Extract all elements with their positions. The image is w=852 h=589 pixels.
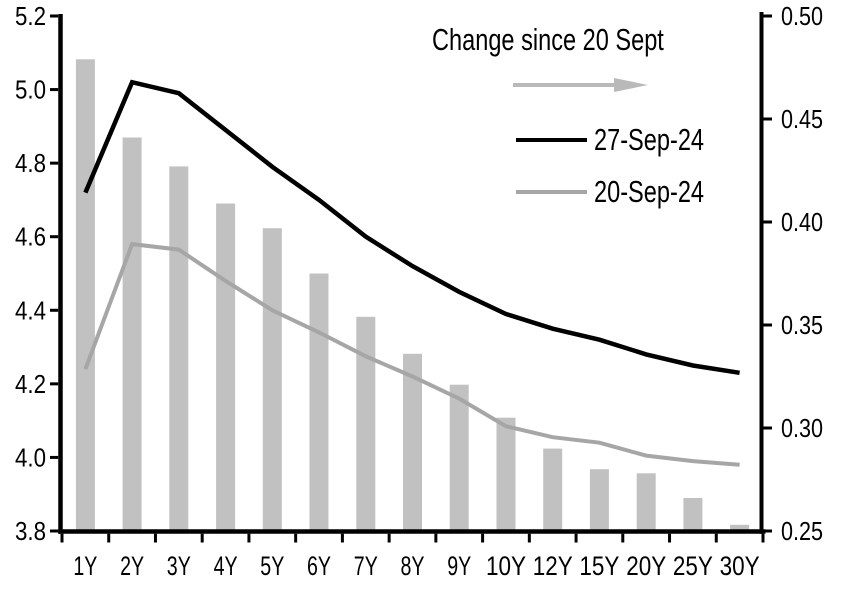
left-axis-label-4.4: 4.4 xyxy=(15,295,46,325)
bar-12Y xyxy=(543,448,563,532)
bar-15Y xyxy=(589,469,609,532)
right-axis-label-0.30: 0.30 xyxy=(781,413,823,443)
line-27-Sep-24 xyxy=(83,79,740,376)
x-axis-label-8Y: 8Y xyxy=(401,551,425,581)
x-axis-label-4Y: 4Y xyxy=(214,551,238,581)
right-axis-label-0.50: 0.50 xyxy=(781,1,823,31)
x-axis-label-3Y: 3Y xyxy=(167,551,191,581)
x-axis-label-15Y: 15Y xyxy=(579,551,619,581)
x-axis-label-10Y: 10Y xyxy=(486,551,526,581)
x-axis-label-2Y: 2Y xyxy=(120,551,144,581)
x-axis-label-20Y: 20Y xyxy=(626,551,666,581)
left-axis-label-4.2: 4.2 xyxy=(15,369,46,399)
x-axis-label-9Y: 9Y xyxy=(447,551,471,581)
left-axis-label-3.8: 3.8 xyxy=(15,516,46,546)
bar-series-change xyxy=(75,59,750,532)
line-20-Sep-24 xyxy=(83,241,740,467)
bar-10Y xyxy=(496,417,516,532)
axes: 5.2 5.0 4.8 4.6 4.4 4.2 4.0 3.8 0.50 0.45 0.40 0.35… xyxy=(15,1,823,581)
left-axis-label-4.8: 4.8 xyxy=(15,148,46,178)
right-axis-label-0.35: 0.35 xyxy=(781,310,823,340)
bar-8Y xyxy=(403,353,422,532)
x-axis-label-7Y: 7Y xyxy=(354,551,378,581)
bar-25Y xyxy=(683,498,703,532)
bar-5Y xyxy=(262,228,282,532)
bar-9Y xyxy=(449,384,469,532)
left-axis-label-5.0: 5.0 xyxy=(15,75,46,105)
bar-3Y xyxy=(169,166,189,532)
right-axis-label-0.40: 0.40 xyxy=(781,207,823,237)
bar-30Y xyxy=(730,524,750,532)
left-axis-label-4.0: 4.0 xyxy=(15,442,46,472)
x-axis-label-12Y: 12Y xyxy=(533,551,573,581)
bar-7Y xyxy=(356,316,376,532)
x-axis-label-30Y: 30Y xyxy=(720,551,760,581)
bar-2Y xyxy=(122,137,142,532)
x-axis-label-5Y: 5Y xyxy=(260,551,284,581)
bar-4Y xyxy=(216,203,236,532)
x-axis-label-6Y: 6Y xyxy=(307,551,331,581)
x-axis-label-1Y: 1Y xyxy=(73,551,97,581)
right-axis-label-0.45: 0.45 xyxy=(781,104,823,134)
bar-1Y xyxy=(75,59,95,532)
right-axis-label-0.25: 0.25 xyxy=(781,516,823,546)
left-axis-label-4.6: 4.6 xyxy=(15,222,46,252)
left-axis-label-5.2: 5.2 xyxy=(15,1,46,31)
bar-20Y xyxy=(636,473,656,532)
x-axis-label-25Y: 25Y xyxy=(673,551,713,581)
bar-6Y xyxy=(309,273,329,532)
